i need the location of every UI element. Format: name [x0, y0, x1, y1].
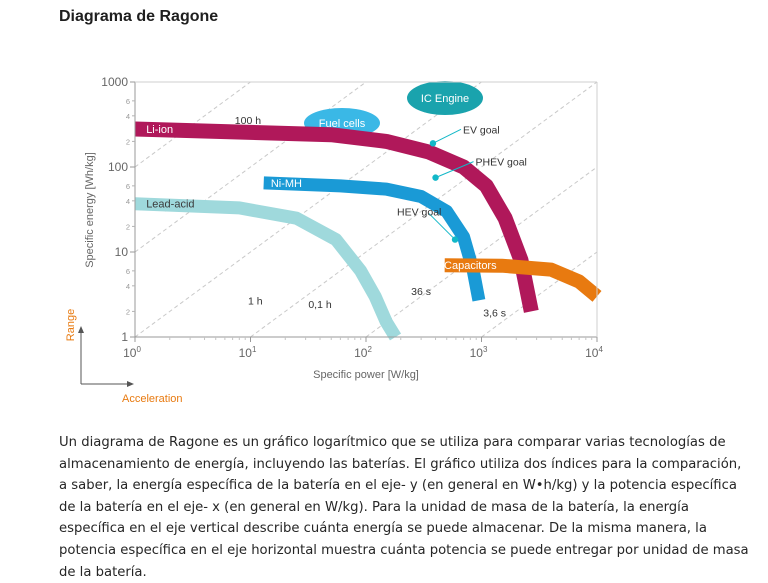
time-line-label: 36 s — [411, 286, 431, 298]
goal-pointer — [428, 213, 456, 240]
x-tick-label: 101 — [239, 345, 257, 360]
time-line-label: 100 h — [235, 115, 261, 127]
time-line — [134, 81, 482, 338]
series-band-lead-acid — [134, 197, 402, 341]
y-minor-tick-label: 2 — [126, 137, 130, 146]
y-minor-tick-label: 6 — [126, 182, 130, 191]
acceleration-arrowhead — [127, 381, 134, 387]
y-minor-tick-label: 2 — [126, 307, 130, 316]
range-label: Range — [65, 309, 77, 341]
goal-pointer — [435, 161, 474, 179]
time-line-label: 3,6 s — [483, 307, 506, 319]
y-minor-tick-label: 6 — [126, 97, 130, 106]
time-line — [481, 251, 598, 338]
x-axis-label: Specific power [W/kg] — [313, 369, 419, 381]
tick-labels: 1 10 100 1000 2 4 6 2 4 6 2 4 6 100 101 102 103 104 — [101, 75, 603, 360]
x-tick-label: 102 — [354, 345, 372, 360]
y-minor-tick-label: 4 — [126, 197, 130, 206]
page-title: Diagrama de Ragone — [59, 8, 219, 25]
goal-marker — [429, 140, 437, 147]
series-label: Ni-MH — [271, 178, 302, 190]
x-tick-label: 100 — [123, 345, 141, 360]
goal-label: PHEV goal — [476, 157, 527, 169]
series-band-capacitors — [444, 258, 602, 302]
goal-label: EV goal — [463, 124, 500, 136]
ic-engine-region — [407, 81, 483, 115]
chart-background — [0, 30, 768, 425]
series-label: Capacitors — [444, 260, 497, 272]
time-line — [365, 166, 598, 338]
time-line-label: 0,1 h — [308, 299, 332, 311]
y-minor-tick-label: 6 — [126, 267, 130, 276]
time-line-label: 1 h — [248, 296, 263, 308]
series-label: Lead-acid — [146, 199, 194, 211]
fuel-cells-label: Fuel cells — [319, 118, 366, 130]
series: Li-ion Ni-MH Lead-acid Capacitors — [134, 121, 602, 341]
y-tick-label: 10 — [115, 245, 129, 259]
goal-pointer — [432, 128, 462, 144]
goal-label: HEV goal — [397, 207, 441, 219]
range-arrowhead — [78, 326, 84, 333]
ic-engine-label: IC Engine — [421, 93, 469, 105]
acceleration-label: Acceleration — [122, 393, 183, 405]
x-tick-label: 103 — [470, 345, 488, 360]
y-tick-label: 100 — [108, 160, 128, 174]
time-line — [250, 81, 598, 338]
x-tick-label: 104 — [585, 345, 603, 360]
y-axis-label: Specific energy [Wh/kg] — [84, 152, 96, 268]
ragone-chart: 100 h10 h1 h 0,1 h36 s3,6 s Fuel cells IC… — [0, 30, 768, 425]
y-minor-tick-label: 2 — [126, 222, 130, 231]
series-band-li-ion — [134, 121, 539, 313]
y-minor-tick-label: 4 — [126, 282, 130, 291]
series-label: Li-ion — [146, 124, 173, 136]
y-tick-label: 1 — [121, 330, 128, 344]
goals: EV goal PHEV goal HEV goal — [397, 124, 527, 243]
goal-marker — [451, 236, 459, 243]
range-acceleration-indicator: Range Acceleration — [65, 309, 183, 405]
y-tick-label: 1000 — [101, 75, 128, 89]
goal-marker — [432, 174, 439, 181]
y-minor-tick-label: 4 — [126, 112, 130, 121]
caption-paragraph: Un diagrama de Ragone es un gráfico loga… — [59, 435, 749, 580]
